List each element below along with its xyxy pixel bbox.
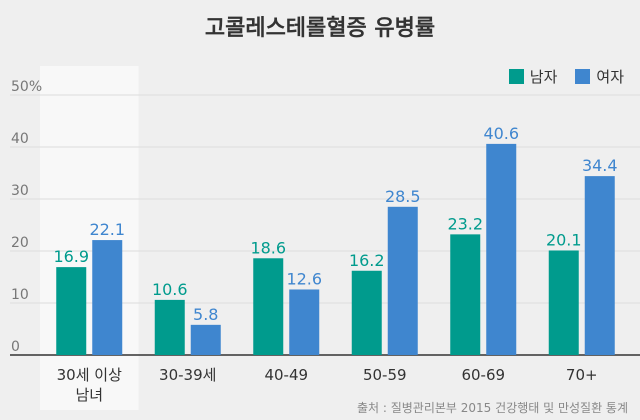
y-tick-label: 40 [11,131,29,147]
legend-label-female: 여자 [596,68,624,86]
chart-title: 고콜레스테롤혈증 유병률 [204,16,436,41]
y-tick-label: 30 [11,183,29,199]
value-label-male: 16.9 [53,247,89,266]
legend-swatch-female [575,69,591,84]
bar-male [450,234,481,355]
x-tick-label: 30-39세 [159,366,216,384]
x-tick-label: 남녀 [75,386,103,404]
x-tick-label: 40-49 [264,366,308,384]
value-label-female: 34.4 [582,156,618,175]
bar-male [351,270,382,355]
bar-female [289,289,320,355]
bar-female [584,176,615,355]
y-tick-label: 20 [11,235,29,251]
x-tick-label: 30세 이상 [57,366,122,384]
bar-female [92,240,123,355]
legend-label-male: 남자 [529,68,558,86]
y-tick-label: 50% [11,79,42,95]
x-tick-label: 60-69 [461,366,505,384]
legend-item-male: 남자 [508,66,558,87]
y-tick-label: 0 [11,339,20,355]
legend: 남자 여자 [508,66,624,87]
value-label-male: 23.2 [447,214,483,233]
source-note: 출처 : 질병관리본부 2015 건강행태 및 만성질환 통계 [356,401,628,415]
bar-female [387,206,418,355]
bar-male [548,250,579,355]
value-label-female: 40.6 [483,124,519,143]
bar-male [154,299,185,355]
bar-female [486,143,517,355]
value-label-female: 28.5 [385,187,421,206]
value-label-female: 22.1 [89,220,125,239]
bar-male [253,258,284,355]
legend-item-female: 여자 [575,66,624,87]
value-label-female: 12.6 [286,269,322,288]
value-label-male: 10.6 [152,280,188,299]
x-tick-label: 50-59 [363,366,407,384]
value-label-male: 16.2 [349,251,385,270]
value-label-male: 18.6 [250,238,286,257]
x-tick-label: 70+ [566,366,598,384]
y-tick-label: 10 [11,287,29,303]
bar-female [190,324,221,355]
legend-swatch-male [508,69,524,84]
value-label-male: 20.1 [546,230,582,249]
bar-male [56,267,87,355]
value-label-female: 5.8 [193,305,218,324]
